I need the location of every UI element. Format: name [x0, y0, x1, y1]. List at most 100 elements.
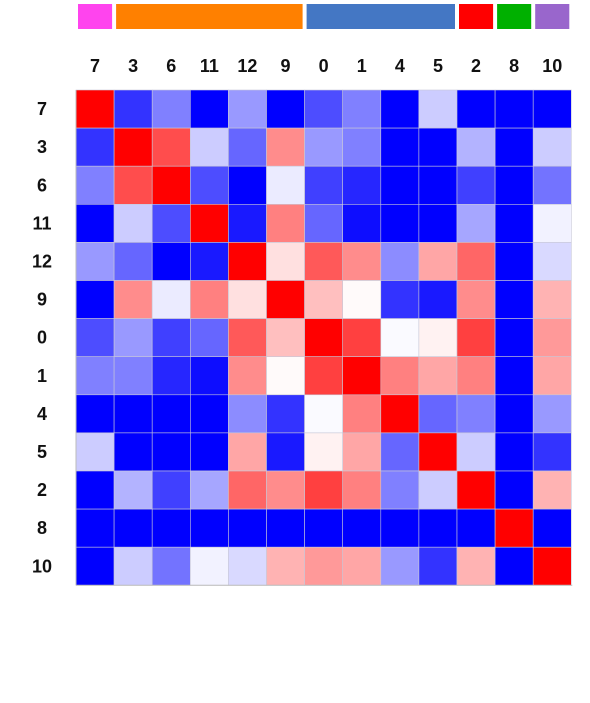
column-group-swatch-4 [497, 4, 532, 29]
heatmap-cell [418, 318, 458, 358]
heatmap-cell [342, 356, 382, 396]
column-tick-labels: 7 3 6 11 12 9 0 1 4 5 2 8 10 [90, 56, 562, 76]
heatmap-cell [494, 508, 534, 548]
column-tick-label: 6 [166, 56, 176, 76]
heatmap-cell [228, 318, 267, 358]
heatmap-cell [494, 394, 534, 434]
column-tick-label: 5 [433, 56, 443, 76]
heatmap-cell [75, 356, 115, 396]
heatmap-cell [494, 204, 534, 243]
heatmap-cell [190, 546, 229, 586]
heatmap-cell [228, 470, 267, 510]
heatmap-cell [228, 165, 267, 205]
heatmap-cell [113, 508, 153, 548]
heatmap-cell [304, 318, 344, 358]
heatmap-cell [304, 508, 344, 548]
heatmap-cell [266, 242, 305, 281]
heatmap-cell [532, 508, 572, 548]
heatmap-cell [151, 356, 191, 396]
heatmap-cell [113, 280, 153, 319]
heatmap-cell [418, 432, 458, 472]
heatmap-cell [151, 89, 191, 129]
heatmap-cell [532, 470, 572, 510]
heatmap-cell [380, 165, 420, 205]
heatmap-cell [266, 165, 305, 205]
heatmap-cell [190, 242, 229, 281]
heatmap-cell [304, 242, 344, 281]
column-tick-label: 12 [237, 56, 257, 76]
heatmap-cell [228, 127, 267, 167]
heatmap-cell [304, 470, 344, 510]
heatmap-cell [228, 356, 267, 396]
heatmap-cell [532, 280, 572, 319]
heatmap-cell [494, 546, 534, 586]
heatmap-cell [75, 394, 115, 434]
heatmap-cell [228, 89, 267, 129]
heatmap-cell [151, 127, 191, 167]
heatmap-cell [494, 242, 534, 281]
row-tick-label: 2 [37, 480, 47, 500]
column-tick-label: 3 [128, 56, 138, 76]
row-tick-label: 11 [32, 213, 51, 233]
heatmap-cell [190, 280, 229, 319]
heatmap-cell [418, 89, 458, 129]
heatmap-cell [75, 318, 115, 358]
heatmap-cell [494, 127, 534, 167]
heatmap-cell [190, 432, 229, 472]
heatmap-cell [266, 318, 305, 358]
heatmap-cell [532, 356, 572, 396]
heatmap-cell [266, 204, 305, 243]
heatmap-cell [113, 127, 153, 167]
heatmap-cell [494, 165, 534, 205]
heatmap-cell [113, 242, 153, 281]
heatmap-cell [113, 470, 153, 510]
column-group-swatch-3 [459, 4, 494, 29]
column-group-swatch-1 [116, 4, 303, 29]
heatmap-cell [342, 127, 382, 167]
heatmap-cell [456, 165, 496, 205]
heatmap-cell [494, 89, 534, 129]
heatmap-cell [380, 127, 420, 167]
heatmap-cell [304, 432, 344, 472]
heatmap-cell [113, 204, 153, 243]
heatmap-cell [418, 470, 458, 510]
row-tick-label: 12 [32, 251, 52, 271]
heatmap-cell [113, 546, 153, 586]
heatmap-cell [304, 356, 344, 396]
heatmap-cell [418, 280, 458, 319]
heatmap-cell [228, 204, 267, 243]
heatmap-cell [342, 242, 382, 281]
heatmap-cell [342, 204, 382, 243]
heatmap-cell [456, 127, 496, 167]
heatmap-cell [380, 432, 420, 472]
column-tick-label: 0 [319, 56, 329, 76]
row-tick-label: 4 [37, 404, 47, 424]
row-tick-label: 5 [37, 442, 47, 462]
heatmap-cell [75, 204, 115, 243]
heatmap-cell [342, 546, 382, 586]
heatmap-cell [190, 89, 229, 129]
heatmap-cell [75, 470, 115, 510]
heatmap-cell [532, 127, 572, 167]
heatmap-cell [456, 318, 496, 358]
heatmap-cell [456, 432, 496, 472]
heatmap-cell [380, 280, 420, 319]
heatmap-cell [228, 394, 267, 434]
heatmap-cell [304, 89, 344, 129]
heatmap-cell [494, 432, 534, 472]
heatmap-cell [532, 89, 572, 129]
heatmap-cell [380, 394, 420, 434]
column-tick-label: 8 [509, 56, 519, 76]
column-group-swatch-0 [78, 4, 113, 29]
heatmap-cell [456, 280, 496, 319]
heatmap-cell [380, 356, 420, 396]
heatmap-cell [342, 280, 382, 319]
heatmap-cell [151, 546, 191, 586]
row-tick-label: 1 [37, 366, 47, 386]
heatmap-cell [266, 280, 305, 319]
heatmap-cell [532, 546, 572, 586]
heatmap-cell [380, 508, 420, 548]
heatmap-cell [456, 89, 496, 129]
heatmap-cell [456, 204, 496, 243]
